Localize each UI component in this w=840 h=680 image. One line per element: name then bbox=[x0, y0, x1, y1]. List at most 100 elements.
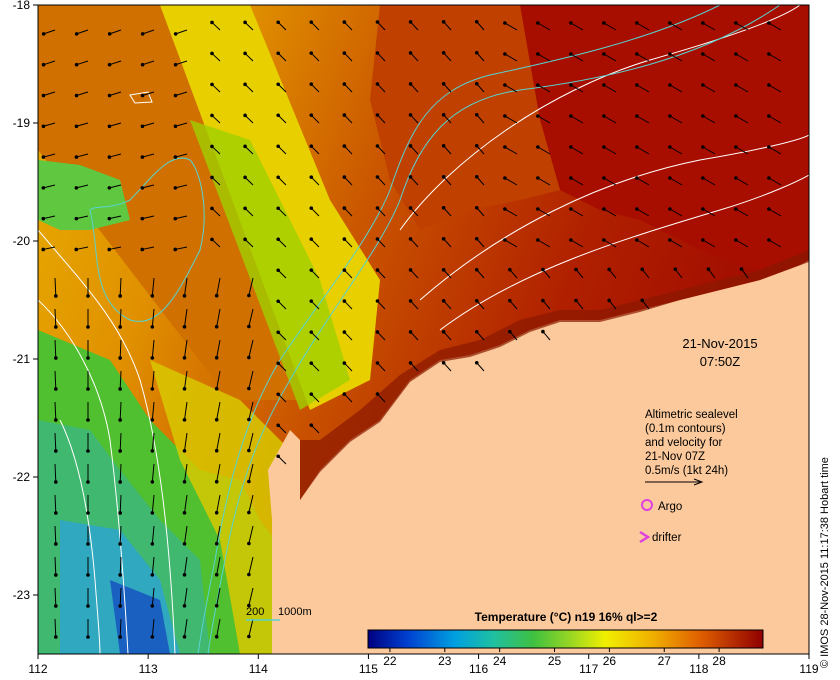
velocity-arrow-head bbox=[309, 237, 314, 241]
velocity-arrow bbox=[476, 145, 485, 155]
velocity-arrow-head bbox=[118, 573, 122, 577]
velocity-arrow-head bbox=[569, 83, 573, 87]
velocity-arrow-head bbox=[375, 268, 380, 272]
velocity-arrow-head bbox=[107, 124, 112, 129]
velocity-arrow-head bbox=[706, 267, 711, 271]
velocity-arrow-head bbox=[182, 480, 187, 484]
velocity-arrow-head bbox=[635, 114, 639, 118]
velocity-arrow-head bbox=[54, 294, 58, 298]
velocity-arrow bbox=[570, 177, 584, 186]
velocity-arrow-head bbox=[214, 417, 219, 422]
velocity-arrow-head bbox=[767, 207, 771, 211]
alt-line-3: and velocity for bbox=[645, 437, 723, 449]
velocity-arrow-head bbox=[309, 268, 314, 272]
land-mass bbox=[268, 260, 809, 654]
velocity-arrow bbox=[211, 177, 221, 186]
velocity-arrow-head bbox=[309, 144, 314, 148]
velocity-arrow bbox=[119, 556, 122, 576]
velocity-arrow-head bbox=[173, 93, 178, 98]
velocity-arrow-head bbox=[734, 114, 738, 118]
velocity-arrow-head bbox=[635, 145, 639, 149]
velocity-arrow-head bbox=[210, 20, 214, 25]
velocity-arrow bbox=[603, 146, 617, 155]
velocity-arrow bbox=[768, 115, 782, 124]
velocity-arrow-head bbox=[243, 144, 247, 149]
velocity-arrow-head bbox=[214, 293, 219, 298]
velocity-arrow bbox=[377, 362, 386, 372]
velocity-arrow-head bbox=[441, 51, 446, 55]
velocity-arrow bbox=[109, 215, 122, 220]
velocity-arrow-head bbox=[54, 356, 58, 360]
velocity-arrow bbox=[54, 308, 57, 328]
velocity-arrow-head bbox=[276, 268, 280, 273]
velocity-arrow bbox=[377, 52, 386, 62]
velocity-arrow bbox=[702, 84, 716, 93]
velocity-arrow-head bbox=[536, 52, 540, 56]
velocity-arrow bbox=[248, 494, 254, 513]
velocity-arrow bbox=[76, 246, 89, 250]
velocity-arrow bbox=[76, 184, 89, 189]
velocity-arrow-head bbox=[640, 298, 645, 303]
velocity-arrow bbox=[310, 207, 320, 217]
velocity-arrow bbox=[310, 393, 320, 403]
velocity-arrow bbox=[768, 177, 782, 186]
velocity-arrow bbox=[537, 177, 551, 186]
velocity-arrow bbox=[43, 153, 56, 158]
velocity-arrow bbox=[443, 269, 452, 279]
velocity-arrow-head bbox=[150, 573, 155, 577]
velocity-arrow bbox=[377, 114, 386, 124]
velocity-arrow bbox=[175, 91, 188, 96]
velocity-arrow-head bbox=[41, 32, 46, 36]
velocity-arrow-head bbox=[474, 267, 479, 272]
velocity-arrow-head bbox=[375, 144, 380, 148]
velocity-arrow bbox=[377, 238, 386, 248]
velocity-arrow-head bbox=[342, 20, 347, 24]
plot-area bbox=[38, 5, 809, 654]
velocity-arrow bbox=[504, 208, 518, 217]
y-tick-label: -23 bbox=[13, 588, 31, 602]
velocity-arrow bbox=[76, 122, 89, 127]
velocity-arrow-head bbox=[243, 51, 247, 56]
velocity-arrow-head bbox=[668, 52, 672, 56]
velocity-arrow bbox=[708, 268, 716, 279]
velocity-arrow bbox=[570, 239, 584, 248]
plot-frame bbox=[37, 4, 810, 655]
velocity-arrow-head bbox=[210, 82, 214, 87]
velocity-arrow-head bbox=[74, 93, 79, 98]
velocity-arrow bbox=[277, 207, 287, 217]
velocity-arrow-head bbox=[214, 634, 219, 639]
velocity-arrow-head bbox=[243, 175, 247, 180]
velocity-arrow bbox=[216, 556, 221, 575]
velocity-arrow-head bbox=[173, 62, 178, 67]
velocity-arrow bbox=[674, 268, 683, 279]
velocity-arrow-head bbox=[54, 449, 58, 453]
x-axis: 112 113 114 115 116 117 118 119 bbox=[28, 654, 819, 676]
colorbar-tick-label: 27 bbox=[658, 654, 672, 668]
x-tick-label: 114 bbox=[249, 662, 268, 676]
velocity-arrow bbox=[504, 53, 518, 62]
velocity-arrow-head bbox=[739, 267, 744, 271]
velocity-arrow-head bbox=[247, 634, 251, 639]
velocity-arrow bbox=[184, 308, 188, 327]
velocity-arrow-head bbox=[107, 62, 112, 67]
velocity-arrow bbox=[244, 52, 254, 62]
velocity-arrow bbox=[443, 114, 452, 124]
colorbar-tick-label: 23 bbox=[438, 654, 452, 668]
velocity-arrow bbox=[119, 339, 122, 359]
velocity-arrow-head bbox=[210, 144, 214, 149]
velocity-arrow-head bbox=[276, 206, 280, 211]
velocity-arrow bbox=[248, 463, 254, 482]
velocity-arrow bbox=[537, 146, 551, 155]
velocity-arrow bbox=[310, 52, 320, 62]
velocity-arrow-head bbox=[74, 186, 79, 190]
argo-label: Argo bbox=[658, 501, 682, 513]
velocity-arrow bbox=[377, 331, 386, 341]
velocity-arrow-head bbox=[668, 83, 672, 87]
velocity-arrow-head bbox=[734, 21, 738, 25]
velocity-arrow-head bbox=[150, 542, 155, 546]
colorbar-tick-label: 22 bbox=[383, 654, 397, 668]
velocity-arrow-head bbox=[767, 114, 771, 118]
velocity-arrow bbox=[216, 277, 221, 296]
velocity-arrow bbox=[570, 53, 584, 62]
velocity-arrow bbox=[344, 238, 353, 248]
